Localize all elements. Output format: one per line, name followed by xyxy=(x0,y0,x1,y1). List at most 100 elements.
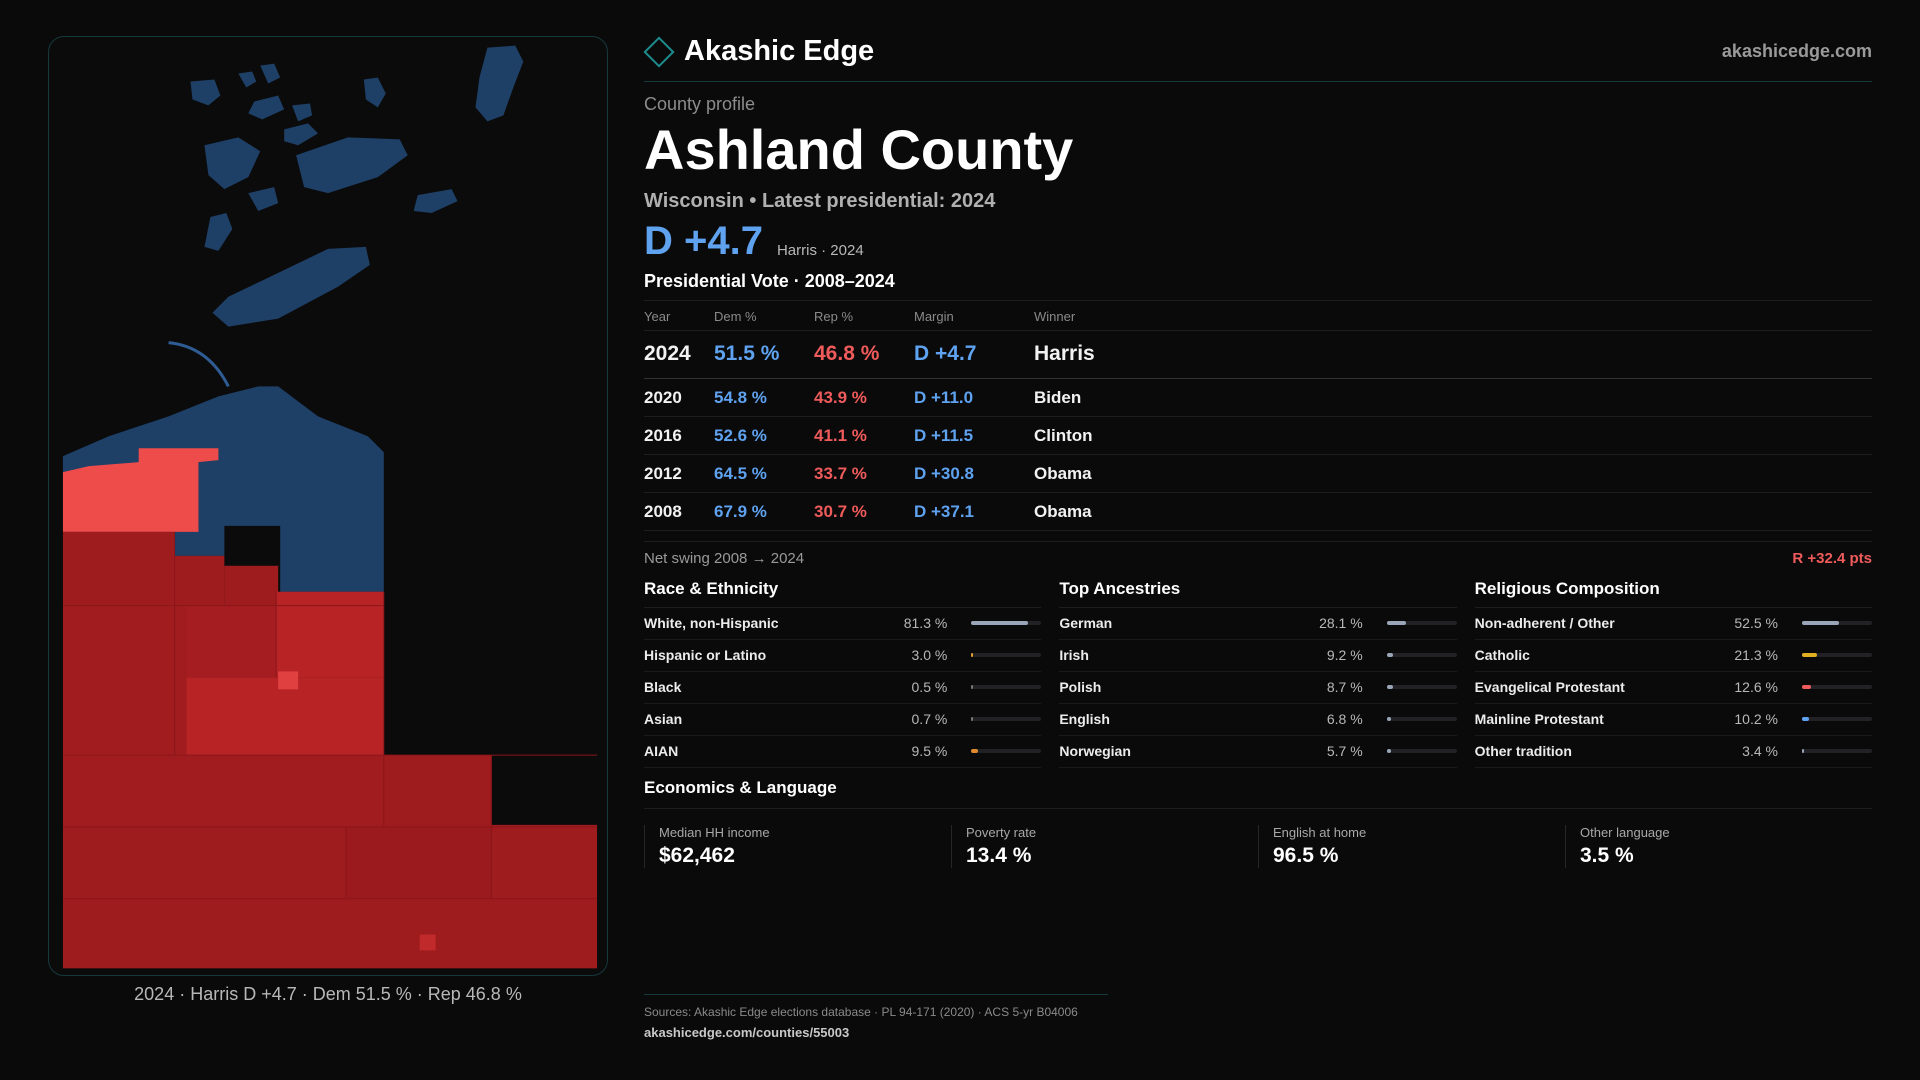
rep-region xyxy=(383,755,492,827)
item-percent: 8.7 % xyxy=(1326,679,1363,696)
col-header: Margin xyxy=(914,299,1034,331)
item-percent: 0.7 % xyxy=(911,711,948,728)
rep-region xyxy=(62,605,187,756)
bar-track xyxy=(971,685,1042,690)
stat-value: 96.5 % xyxy=(1273,843,1339,867)
table-row: 2012 64.5 % 33.7 % D +30.8 Obama xyxy=(644,454,1872,493)
margin-cell: D +30.8 xyxy=(914,454,1034,493)
year-cell: 2012 xyxy=(644,454,714,493)
year-cell: 2008 xyxy=(644,492,714,531)
margin-cell: D +37.1 xyxy=(914,492,1034,531)
item-label: German xyxy=(1059,615,1113,632)
headline-margin: D +4.7 Harris · 2024 xyxy=(644,219,1872,263)
bar-track xyxy=(1801,685,1872,690)
bar-track xyxy=(1801,621,1872,626)
source-link[interactable]: akashicedge.com/counties/55003 xyxy=(644,1025,850,1040)
stat-card: Median HH income $62,462 xyxy=(644,824,951,868)
bar-fill xyxy=(1386,621,1407,626)
rep-cell: 30.7 % xyxy=(814,492,914,531)
rep-region-light xyxy=(278,671,299,690)
list-item: Evangelical Protestant 12.6 % xyxy=(1474,672,1872,704)
item-label: Catholic xyxy=(1474,647,1530,664)
bar-fill xyxy=(971,685,973,690)
winner-cell: Harris xyxy=(1034,330,1872,379)
margin-cell: D +4.7 xyxy=(914,330,1034,379)
religion-title: Religious Composition xyxy=(1474,579,1872,608)
item-label: AIAN xyxy=(644,743,679,760)
bar-fill xyxy=(1801,653,1817,658)
island xyxy=(413,189,458,214)
table-row: 2024 51.5 % 46.8 % D +4.7 Harris xyxy=(644,330,1872,379)
brand[interactable]: Akashic Edge xyxy=(643,35,874,68)
island xyxy=(238,71,257,88)
year-cell: 2020 xyxy=(644,378,714,417)
col-header: Rep % xyxy=(814,299,914,331)
island xyxy=(204,213,233,251)
net-swing: Net swing 2008 → 2024 R +32.4 pts xyxy=(644,540,1872,567)
bar-track xyxy=(971,621,1042,626)
sources-text: Sources: Akashic Edge elections database… xyxy=(644,1005,1078,1019)
bar-track xyxy=(971,717,1042,722)
winner-cell: Obama xyxy=(1034,454,1872,493)
table-header-row: Year Dem % Rep % Margin Winner xyxy=(644,299,1872,331)
rep-region xyxy=(276,591,384,678)
stat-value: 3.5 % xyxy=(1580,843,1634,867)
item-label: Mainline Protestant xyxy=(1474,711,1604,728)
stat-value: $62,462 xyxy=(659,843,735,867)
stat-label: English at home xyxy=(1273,824,1367,840)
rep-region xyxy=(62,898,598,969)
county-map[interactable] xyxy=(48,36,608,976)
stat-card: Other language 3.5 % xyxy=(1565,824,1872,868)
site-link[interactable]: akashicedge.com xyxy=(1721,41,1872,61)
bar-track xyxy=(1386,621,1457,626)
list-item: English 6.8 % xyxy=(1059,704,1457,736)
bar-fill xyxy=(1801,685,1811,690)
dem-cell: 54.8 % xyxy=(714,378,814,417)
eyebrow: County profile xyxy=(644,94,756,114)
island xyxy=(363,77,386,108)
race-section: Race & Ethnicity White, non-Hispanic 81.3… xyxy=(644,579,1042,768)
dem-region xyxy=(62,386,384,592)
col-header: Winner xyxy=(1034,299,1872,331)
economics-title: Economics & Language xyxy=(644,778,1872,809)
item-percent: 3.0 % xyxy=(911,647,948,664)
margin-value: D +4.7 xyxy=(644,218,763,263)
peninsula-line xyxy=(168,341,230,388)
item-label: English xyxy=(1059,711,1110,728)
island xyxy=(292,103,313,122)
margin-cell: D +11.0 xyxy=(914,378,1034,417)
item-percent: 9.5 % xyxy=(911,743,948,760)
year-cell: 2024 xyxy=(644,330,714,379)
rep-region xyxy=(186,677,384,756)
item-percent: 3.4 % xyxy=(1742,743,1778,760)
list-item: Norwegian 5.7 % xyxy=(1059,736,1457,768)
economics-stats: Median HH income $62,462 Poverty rate 13… xyxy=(644,824,1872,868)
island xyxy=(296,137,408,194)
margin-note: Harris · 2024 xyxy=(776,241,864,259)
votes-title: Presidential Vote · 2008–2024 xyxy=(644,270,895,291)
bar-fill xyxy=(1386,653,1394,658)
col-header: Dem % xyxy=(714,299,814,331)
list-item: Catholic 21.3 % xyxy=(1474,640,1872,672)
township-borders xyxy=(62,531,598,900)
item-label: Hispanic or Latino xyxy=(644,647,767,664)
item-label: Evangelical Protestant xyxy=(1474,679,1625,696)
item-percent: 6.8 % xyxy=(1326,711,1363,728)
island xyxy=(475,45,524,122)
bar-track xyxy=(1386,685,1457,690)
rep-region xyxy=(62,826,346,899)
race-list: White, non-Hispanic 81.3 % Hispanic or Lat… xyxy=(644,608,1042,768)
item-percent: 10.2 % xyxy=(1734,711,1778,728)
stat-label: Other language xyxy=(1580,824,1670,840)
bar-fill xyxy=(971,717,973,722)
item-label: Irish xyxy=(1059,647,1089,664)
ancestry-list: German 28.1 % Irish 9.2 % Polish 8.7 % English… xyxy=(1059,608,1457,768)
religion-list: Non-adherent / Other 52.5 % Catholic 21.3 %… xyxy=(1474,608,1872,768)
island xyxy=(212,246,370,327)
bar-track xyxy=(1386,717,1457,722)
diamond-icon xyxy=(643,35,675,68)
rep-region xyxy=(186,605,277,678)
list-item: Irish 9.2 % xyxy=(1059,640,1457,672)
rep-region xyxy=(62,531,175,606)
island xyxy=(248,187,279,212)
